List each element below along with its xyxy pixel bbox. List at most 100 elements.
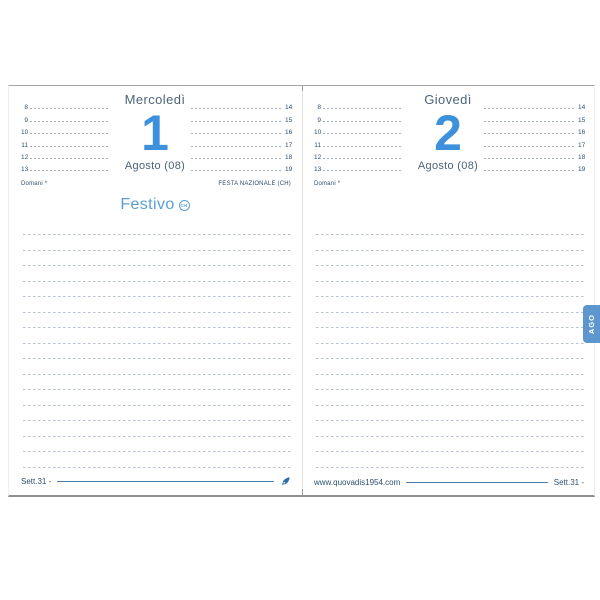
month-tab-label: AGO bbox=[587, 313, 596, 335]
hour-label: 12 bbox=[314, 153, 322, 161]
note-line bbox=[316, 342, 584, 344]
hour-label: 10 bbox=[21, 129, 29, 137]
hour-column-morning: 8 9 10 11 12 13 bbox=[21, 99, 109, 173]
hour-label: 9 bbox=[24, 116, 28, 124]
hour-dotted-line bbox=[30, 133, 109, 135]
hour-dotted-line bbox=[484, 133, 575, 135]
note-line bbox=[316, 358, 584, 360]
hour-row: 19 bbox=[484, 161, 586, 173]
hour-label: 15 bbox=[578, 116, 586, 124]
hour-label: 13 bbox=[21, 166, 29, 174]
hour-row: 15 bbox=[484, 111, 586, 124]
hour-row: 16 bbox=[191, 124, 293, 136]
hour-dotted-line bbox=[191, 157, 282, 159]
note-line bbox=[23, 342, 291, 344]
hour-label: 10 bbox=[314, 129, 322, 137]
hour-label: 16 bbox=[578, 129, 586, 137]
hour-row: 8 bbox=[314, 99, 402, 111]
hour-dotted-line bbox=[484, 120, 575, 122]
hour-dotted-line bbox=[191, 145, 282, 147]
hour-row: 12 bbox=[314, 149, 402, 161]
hour-dotted-line bbox=[323, 133, 402, 135]
hour-column-afternoon: 14 15 16 17 18 19 bbox=[484, 99, 586, 173]
hour-label: 19 bbox=[285, 166, 293, 174]
hour-row: 16 bbox=[484, 124, 586, 136]
hour-row: 13 bbox=[314, 161, 402, 173]
holiday-label: Festivo bbox=[120, 196, 175, 213]
note-line bbox=[23, 311, 291, 313]
hour-label: 8 bbox=[317, 104, 321, 112]
note-line bbox=[23, 389, 291, 391]
hour-row: 9 bbox=[314, 111, 402, 124]
hour-row: 12 bbox=[21, 149, 109, 161]
day-name: Mercoledì bbox=[124, 92, 186, 107]
note-line bbox=[23, 296, 291, 298]
note-line bbox=[316, 327, 584, 329]
hour-dotted-line bbox=[484, 108, 575, 110]
hour-row: 11 bbox=[21, 136, 109, 149]
hour-row: 14 bbox=[484, 99, 586, 111]
note-line bbox=[23, 265, 291, 267]
hour-row: 17 bbox=[484, 136, 586, 149]
day-number: 1 bbox=[141, 105, 169, 161]
hour-row: 15 bbox=[191, 111, 293, 124]
hour-dotted-line bbox=[484, 145, 575, 147]
note-line bbox=[23, 435, 291, 437]
note-line bbox=[316, 265, 584, 267]
note-line bbox=[316, 451, 584, 453]
hour-dotted-line bbox=[323, 120, 402, 122]
hour-dotted-line bbox=[191, 108, 282, 110]
note-line bbox=[23, 249, 291, 251]
month-label: Agosto (08) bbox=[124, 160, 186, 172]
hour-row: 10 bbox=[21, 124, 109, 136]
diary-page-left: 8 9 10 11 12 13 14 15 16 17 18 19 Mercoledì 1 Agos… bbox=[9, 86, 301, 495]
note-line bbox=[316, 435, 584, 437]
hour-label: 9 bbox=[317, 116, 321, 124]
hour-dotted-line bbox=[191, 170, 282, 172]
note-line bbox=[316, 234, 584, 235]
hour-row: 13 bbox=[21, 161, 109, 173]
note-line bbox=[316, 420, 584, 422]
hour-label: 18 bbox=[578, 153, 586, 161]
hour-label: 14 bbox=[285, 104, 293, 112]
hour-row: 19 bbox=[191, 161, 293, 173]
note-line bbox=[316, 249, 584, 251]
hour-row: 18 bbox=[191, 149, 293, 161]
note-line bbox=[23, 420, 291, 422]
tomorrow-note: Domani * bbox=[21, 181, 48, 187]
hour-dotted-line bbox=[323, 157, 402, 159]
hour-dotted-line bbox=[191, 120, 282, 122]
hour-row: 11 bbox=[314, 136, 402, 149]
month-tab-august: AGO bbox=[583, 305, 600, 343]
note-line bbox=[23, 358, 291, 360]
day-header: Mercoledì 1 Agosto (08) bbox=[95, 92, 215, 172]
note-line bbox=[23, 234, 291, 235]
hour-dotted-line bbox=[484, 170, 575, 172]
day-number: 2 bbox=[434, 105, 462, 161]
note-line bbox=[23, 373, 291, 375]
week-label: Sett.31 - bbox=[553, 478, 584, 487]
note-line bbox=[23, 404, 291, 406]
page-footer: Sett.31 - bbox=[21, 476, 291, 487]
diary-open-spread: 8 9 10 11 12 13 14 15 16 17 18 19 Mercoledì 1 Agos… bbox=[8, 85, 595, 497]
hour-row: 8 bbox=[21, 99, 109, 111]
hour-row: 14 bbox=[191, 99, 293, 111]
hour-row: 10 bbox=[314, 124, 402, 136]
hour-label: 8 bbox=[24, 104, 28, 112]
note-line bbox=[316, 280, 584, 282]
hour-row: 17 bbox=[191, 136, 293, 149]
note-line bbox=[316, 466, 584, 468]
footer-rule bbox=[57, 480, 274, 483]
hour-label: 11 bbox=[21, 141, 28, 149]
hour-label: 14 bbox=[578, 104, 586, 112]
hour-label: 17 bbox=[578, 141, 586, 149]
hour-label: 18 bbox=[285, 153, 293, 161]
note-line bbox=[316, 404, 584, 406]
hour-column-afternoon: 14 15 16 17 18 19 bbox=[191, 99, 293, 173]
day-header: Giovedì 2 Agosto (08) bbox=[388, 92, 508, 172]
note-line bbox=[23, 466, 291, 468]
hour-row: 9 bbox=[21, 111, 109, 124]
hour-dotted-line bbox=[323, 108, 402, 110]
hour-dotted-line bbox=[323, 170, 402, 172]
